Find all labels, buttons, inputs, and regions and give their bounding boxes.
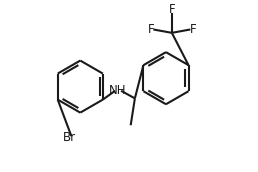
Text: Br: Br bbox=[63, 131, 76, 144]
Text: NH: NH bbox=[109, 84, 127, 97]
Text: F: F bbox=[190, 23, 196, 36]
Text: F: F bbox=[168, 3, 175, 16]
Text: F: F bbox=[148, 23, 154, 36]
